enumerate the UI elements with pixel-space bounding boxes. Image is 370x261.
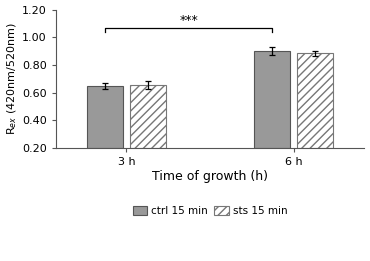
Bar [297, 53, 333, 148]
Legend: ctrl 15 min, sts 15 min: ctrl 15 min, sts 15 min [128, 202, 292, 221]
Y-axis label: R$_{ex}$ (420nm/520nm): R$_{ex}$ (420nm/520nm) [6, 22, 19, 135]
Bar [87, 86, 123, 148]
X-axis label: Time of growth (h): Time of growth (h) [152, 170, 268, 183]
Bar [255, 51, 290, 148]
Bar [130, 85, 166, 148]
Text: ***: *** [179, 14, 198, 27]
